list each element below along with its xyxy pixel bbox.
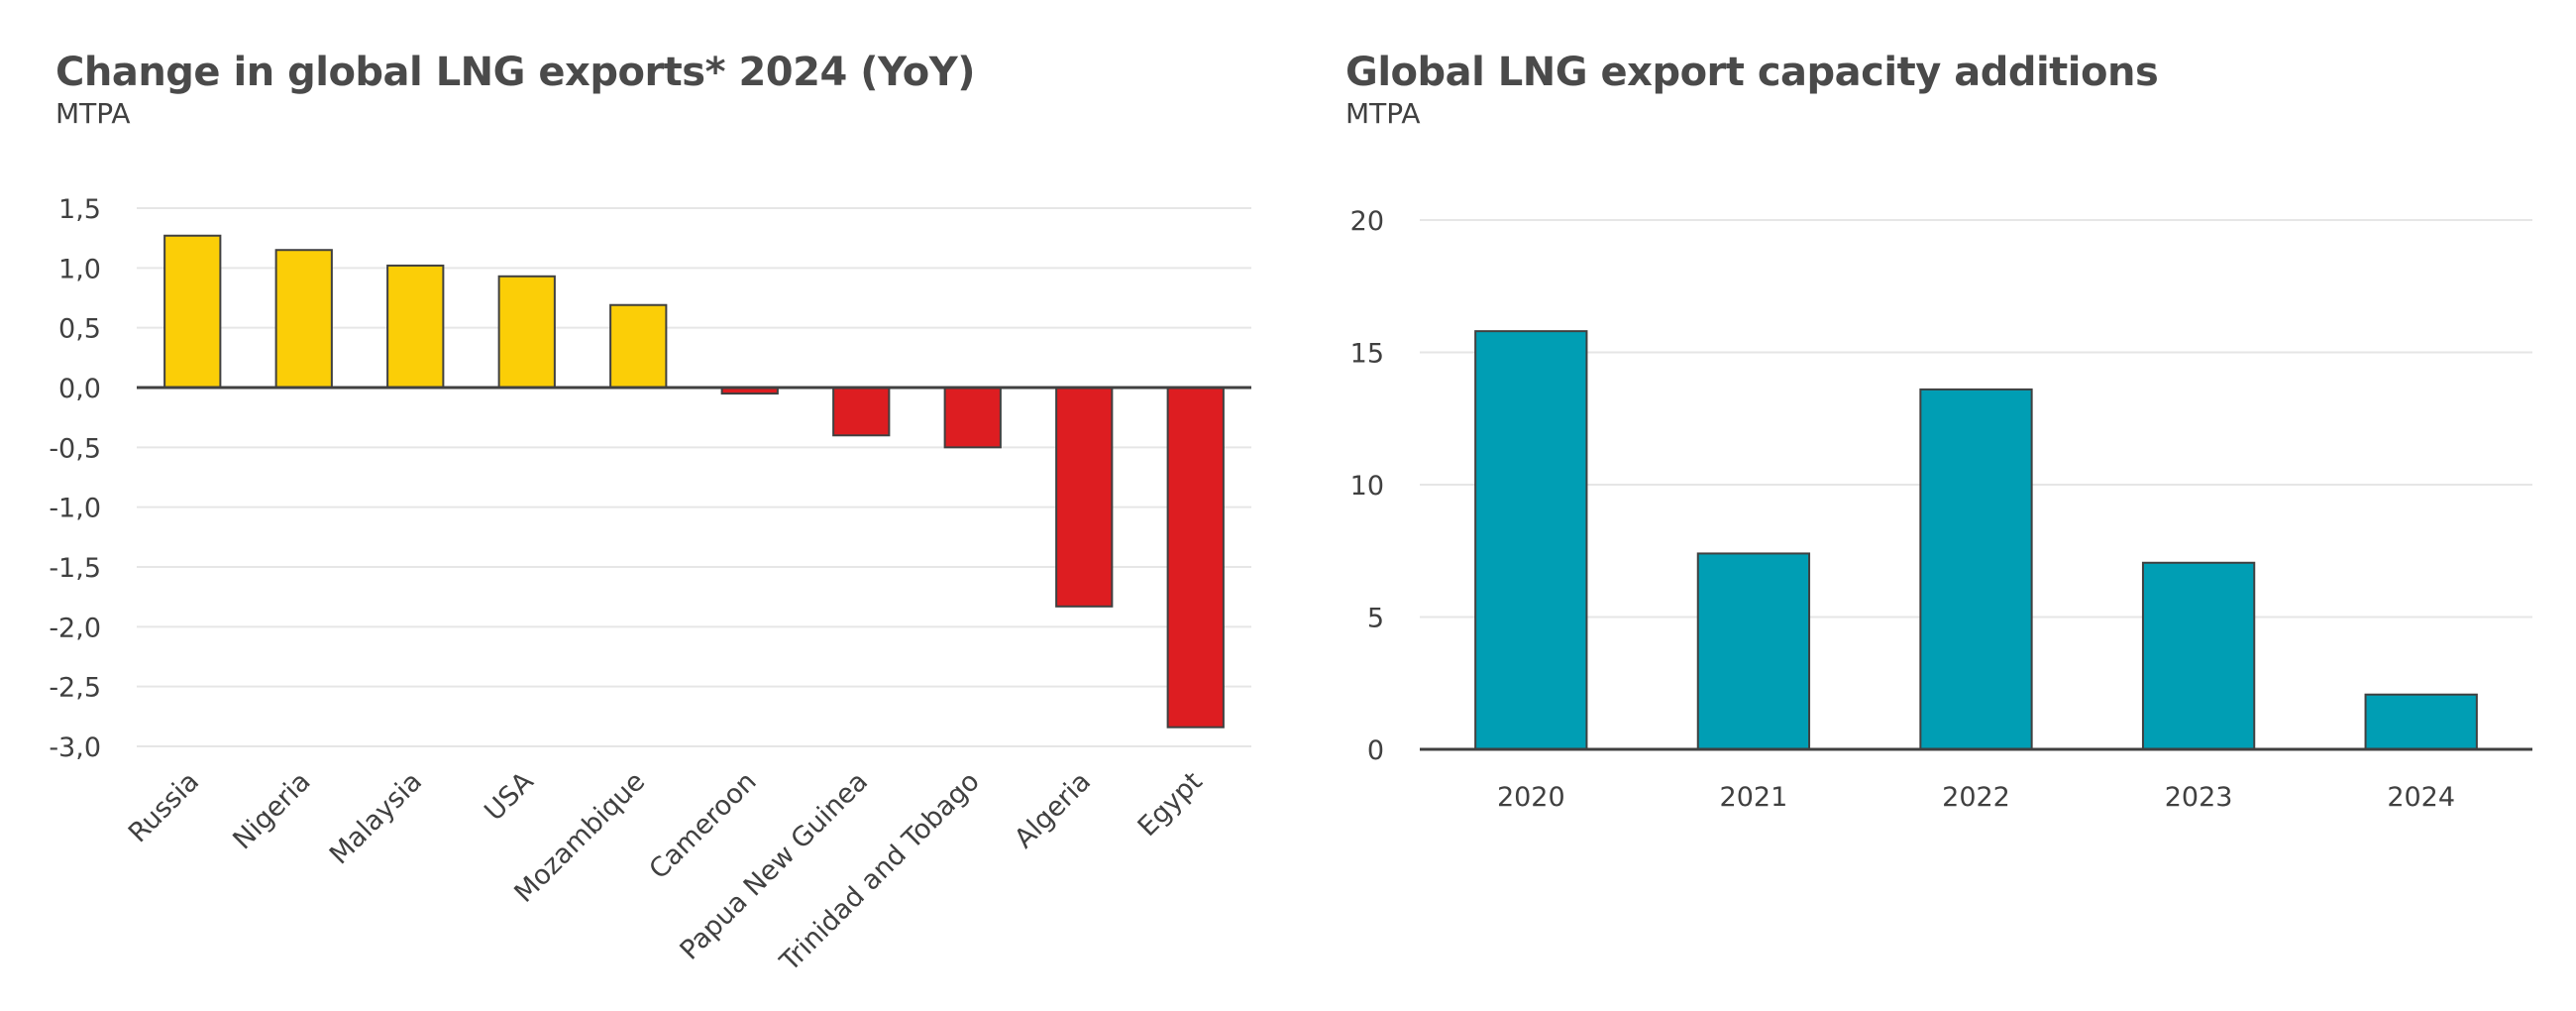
chart1-unit: MTPA (55, 97, 131, 130)
x-tick-label: Russia (123, 766, 205, 848)
bar-2022 (1919, 388, 2033, 750)
x-tick-label: Algeria (1009, 766, 1097, 854)
y-tick-label: 15 (1350, 339, 1384, 370)
bar-nigeria (274, 249, 333, 389)
bar-2023 (2141, 561, 2256, 751)
x-tick-label: 2020 (1497, 782, 1565, 813)
y-tick-label: -0,5 (49, 433, 101, 464)
x-tick-label: Cameroon (644, 766, 763, 885)
y-tick-label: 0,5 (58, 314, 101, 345)
y-tick-label: 1,0 (58, 254, 101, 284)
x-tick-label: Malaysia (324, 766, 428, 870)
y-tick-label: 1,5 (58, 194, 101, 225)
chart1-plot: 1,5 1,0 0,5 0,0 -0,5 -1,0 -1,5 -2,0 -2,5 -3,0 Russ… (49, 194, 1251, 978)
y-tick-label: -1,5 (49, 553, 101, 584)
chart2-title: Global LNG export capacity additions (1345, 50, 2159, 95)
bar-trinidad-and-tobago (943, 387, 1002, 449)
x-tick-label: 2023 (2165, 782, 2233, 813)
bar-2024 (2364, 693, 2478, 751)
bar-egypt (1166, 387, 1225, 729)
bar-2020 (1474, 330, 1588, 750)
y-tick-label: -1,0 (49, 494, 101, 524)
x-tick-label: Egypt (1132, 766, 1209, 842)
y-tick-label: -2,0 (49, 613, 101, 643)
x-tick-label: 2022 (1942, 782, 2010, 813)
bar-russia (163, 234, 222, 389)
chart2-unit: MTPA (1345, 97, 1421, 130)
bar-usa (497, 275, 556, 389)
y-tick-label: 10 (1350, 471, 1384, 502)
chart1-title: Change in global LNG exports* 2024 (YoY) (55, 50, 976, 95)
bar-algeria (1055, 387, 1114, 608)
x-tick-label: Nigeria (227, 766, 316, 855)
x-tick-label: Trinidad and Tobago (774, 766, 986, 978)
bar-malaysia (386, 264, 445, 390)
bar-papua-new-guinea (832, 387, 891, 437)
x-tick-label: USA (479, 766, 540, 828)
y-tick-label: 5 (1367, 604, 1384, 634)
bar-mozambique (609, 303, 668, 389)
y-tick-label: 20 (1350, 206, 1384, 237)
bar-2021 (1696, 552, 1811, 750)
x-tick-label: 2021 (1720, 782, 1788, 813)
y-tick-label: -3,0 (49, 732, 101, 763)
y-tick-label: 0 (1367, 735, 1384, 766)
y-tick-label: 0,0 (58, 374, 101, 404)
x-tick-label: 2024 (2387, 782, 2455, 813)
y-tick-label: -2,5 (49, 673, 101, 704)
x-tick-label: Papua New Guinea (674, 766, 874, 966)
